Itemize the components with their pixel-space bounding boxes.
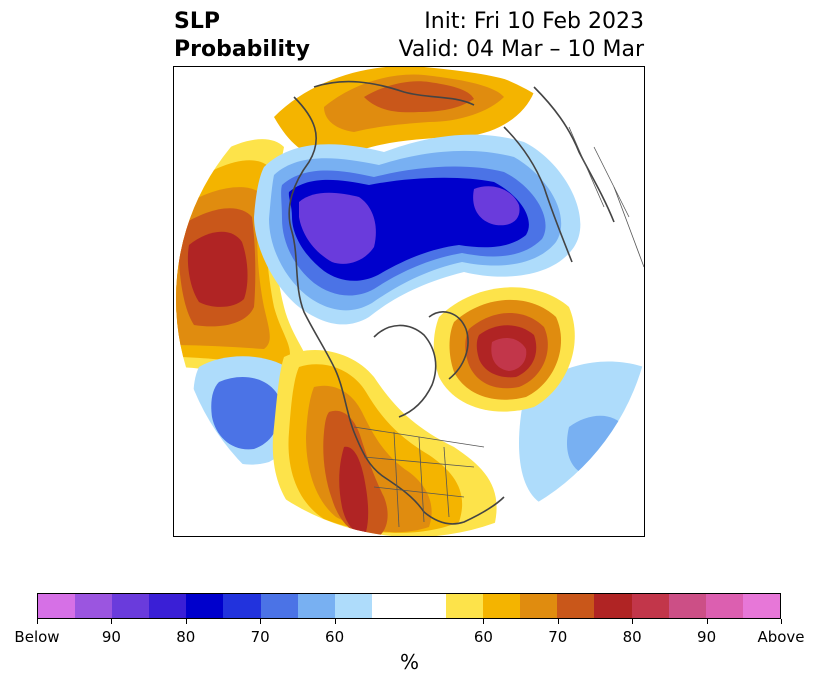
- below-region-arctic-canada: [254, 134, 581, 325]
- probability-map: [173, 66, 645, 537]
- colorbar-tick-label: 60: [325, 628, 345, 646]
- colorbar-segment: [149, 594, 187, 618]
- contour-bp2: [211, 377, 281, 450]
- borders: [353, 126, 644, 528]
- colorbar-tick-label: 70: [548, 628, 568, 646]
- above-region-pacific: [176, 139, 311, 387]
- colorbar-segment: [742, 594, 780, 618]
- title-line-2: Probability: [174, 37, 310, 62]
- colorbar-segment: [594, 594, 632, 618]
- colorbar-tick-mark: [781, 619, 782, 624]
- colorbar-segment: [557, 594, 595, 618]
- colorbar-segment: [297, 594, 335, 618]
- contour-ba2: [566, 415, 625, 477]
- colorbar-tick-label: Above: [757, 628, 805, 646]
- colorbar-tick-mark: [483, 619, 485, 624]
- contour-pac-red: [187, 231, 248, 307]
- colorbar-unit-label: %: [399, 650, 419, 674]
- contour-us5: [339, 446, 369, 534]
- colorbar-segment: [668, 594, 706, 618]
- above-region-north-atlantic: [433, 287, 575, 412]
- colorbar-tick-mark: [37, 619, 38, 624]
- colorbar-segment: [334, 594, 372, 618]
- colorbar-segment: [483, 594, 521, 618]
- colorbar-tick-label: 90: [101, 628, 121, 646]
- map-title: SLP Probability: [174, 8, 310, 64]
- colorbar-tick-mark: [111, 619, 113, 624]
- title-line-1: SLP: [174, 9, 220, 34]
- init-date: Init: Fri 10 Feb 2023: [424, 9, 644, 34]
- contour-na5: [491, 337, 527, 371]
- colorbar-segment: [408, 594, 447, 618]
- colorbar-tick-mark: [334, 619, 336, 624]
- colorbar-segment: [631, 594, 669, 618]
- colorbar-tick-mark: [706, 619, 708, 624]
- colorbar-segment: [223, 594, 261, 618]
- colorbar-segment: [705, 594, 743, 618]
- map-canvas: [176, 67, 644, 536]
- forecast-dates: Init: Fri 10 Feb 2023 Valid: 04 Mar – 10…: [399, 8, 644, 64]
- colorbar-tick-mark: [185, 619, 187, 624]
- contour-b5: [299, 192, 376, 264]
- colorbar-tick-mark: [632, 619, 634, 624]
- colorbar: [37, 593, 781, 619]
- colorbar-tick-mark: [260, 619, 262, 624]
- colorbar-tick-label: 70: [250, 628, 270, 646]
- colorbar-tick-label: 90: [697, 628, 717, 646]
- colorbar-tick-label: 80: [176, 628, 196, 646]
- colorbar-tick-label: 60: [473, 628, 493, 646]
- colorbar-segment: [75, 594, 113, 618]
- colorbar-tick-label: Below: [14, 628, 60, 646]
- contour-arc-orange: [364, 81, 474, 113]
- colorbar-tick-mark: [557, 619, 559, 624]
- colorbar-tick-label: 80: [622, 628, 642, 646]
- colorbar-segment: [260, 594, 298, 618]
- colorbar-segment: [520, 594, 558, 618]
- colorbar-segment: [38, 594, 76, 618]
- colorbar-segment: [446, 594, 484, 618]
- colorbar-segment: [112, 594, 150, 618]
- contour-b6: [473, 186, 520, 226]
- colorbar-segment: [186, 594, 224, 618]
- colorbar-segment: [371, 594, 409, 618]
- valid-dates: Valid: 04 Mar – 10 Mar: [398, 37, 644, 62]
